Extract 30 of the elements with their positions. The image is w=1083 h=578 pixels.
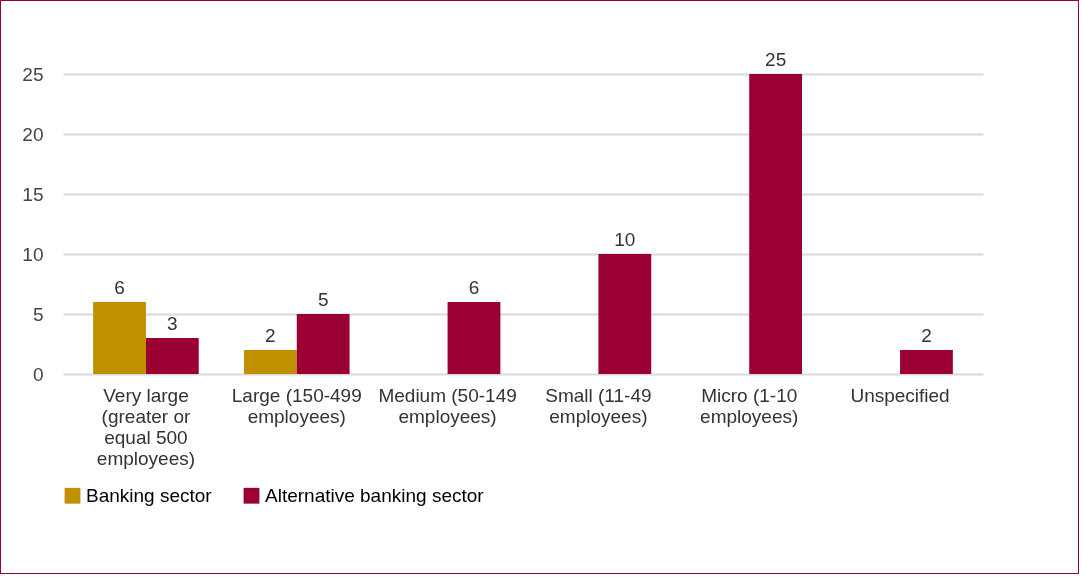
bar — [296, 314, 350, 374]
data-label: 3 — [167, 313, 178, 334]
legend-label: Alternative banking sector — [265, 484, 485, 506]
bar — [598, 254, 652, 374]
bar — [749, 74, 803, 374]
bar — [900, 350, 953, 374]
y-tick-label: 15 — [22, 183, 44, 205]
x-tick-label: Micro (1-10 employees) — [700, 384, 799, 427]
x-tick-label: Small (11-49 employees) — [545, 384, 652, 427]
y-tick-label: 10 — [22, 243, 44, 265]
data-label: 2 — [265, 325, 276, 346]
x-tick-label: Large (150-499 employees) — [231, 384, 362, 427]
y-tick-label: 25 — [22, 63, 44, 85]
data-label: 5 — [317, 289, 329, 310]
y-tick-label: 0 — [32, 363, 44, 385]
data-label: 6 — [468, 277, 480, 298]
y-tick-label: 20 — [22, 123, 44, 145]
legend-label: Banking sector — [86, 484, 213, 506]
data-label: 2 — [921, 325, 932, 346]
x-tick-label: Unspecified — [850, 384, 950, 406]
bar — [243, 350, 297, 374]
bar — [447, 302, 501, 374]
bar — [145, 338, 199, 374]
x-tick-label: Very large (greater or equal 500 employees) — [96, 384, 196, 469]
data-label: 10 — [614, 229, 636, 250]
x-tick-label: Medium (50-149 employees) — [378, 384, 517, 427]
y-tick-label: 5 — [32, 303, 44, 325]
data-label: 25 — [765, 49, 787, 70]
data-label: 6 — [114, 277, 125, 298]
bar — [93, 302, 146, 374]
